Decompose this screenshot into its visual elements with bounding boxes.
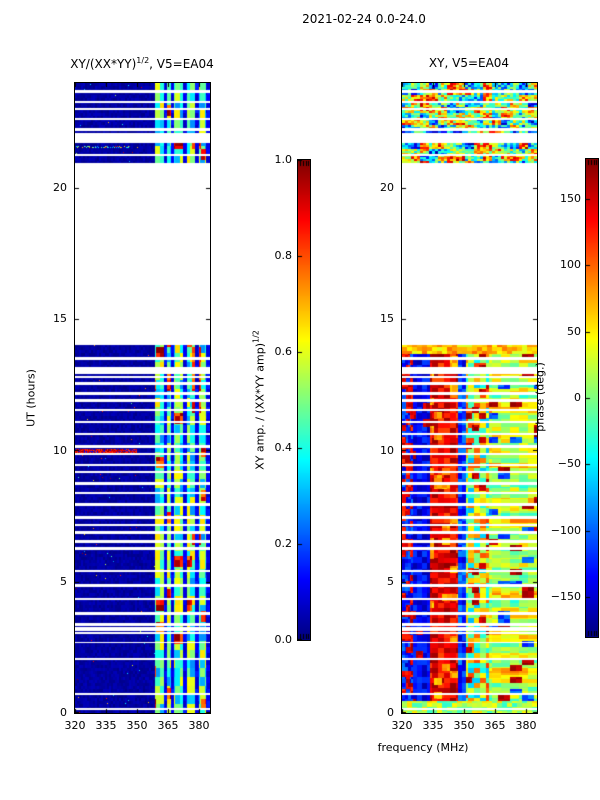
phase-colorbar-tick-label: −50 xyxy=(557,457,581,471)
amp-colorbar-tick-label: 0.8 xyxy=(274,249,293,262)
phase-colorbar-tick-label: −150 xyxy=(550,590,581,604)
left-y-tick-label: 10 xyxy=(53,443,67,457)
figure-title: 2021-02-24 0.0-24.0 xyxy=(302,12,426,26)
amp-colorbar-tick-label: 0.6 xyxy=(274,345,293,358)
right-y-tick-label: 5 xyxy=(387,574,394,588)
y-axis-label: UT (hours) xyxy=(24,369,38,427)
amp-colorbar-tick-label: 1.0 xyxy=(274,153,293,166)
right-y-tick-label: 20 xyxy=(380,181,394,194)
left-y-tick-label: 5 xyxy=(60,574,67,588)
left-y-tick-label: 0 xyxy=(60,706,67,719)
phase-colorbar-tick-label: 150 xyxy=(560,191,581,205)
left-x-tick-label: 380 xyxy=(188,719,210,732)
right-x-tick-label: 350 xyxy=(453,719,475,732)
left-panel-title: XY/(XX*YY)1/2, V5=EA04 xyxy=(70,56,214,71)
right-panel-title: XY, V5=EA04 xyxy=(428,56,510,70)
right-y-tick-label: 0 xyxy=(387,706,394,719)
x-axis-label: frequency (MHz) xyxy=(377,741,469,754)
right-x-tick-label: 380 xyxy=(515,719,537,732)
right-x-tick-label: 335 xyxy=(422,719,444,732)
right-x-tick-label: 320 xyxy=(391,719,413,732)
right-heatmap-canvas xyxy=(401,82,538,714)
left-x-tick-label: 335 xyxy=(95,719,117,732)
phase-colorbar-tick-label: 100 xyxy=(560,258,581,272)
left-title-rest: , V5=EA04 xyxy=(149,57,214,71)
phase-colorbar-tick-label: 50 xyxy=(567,324,581,338)
amp-colorbar-tick-label: 0.0 xyxy=(274,633,293,646)
phase-colorbar-canvas xyxy=(585,158,599,638)
amp-colorbar-tick-label: 0.2 xyxy=(274,537,293,550)
phase-colorbar-tick-label: 0 xyxy=(574,391,581,404)
left-y-tick-label: 15 xyxy=(53,312,67,326)
right-y-tick-label: 15 xyxy=(380,312,394,326)
left-title-base: XY/(XX*YY) xyxy=(70,57,137,71)
amplitude-colorbar-canvas xyxy=(297,159,311,641)
right-x-tick-label: 365 xyxy=(484,719,506,732)
left-heatmap-canvas xyxy=(74,82,211,714)
left-title-superscript: 1/2 xyxy=(136,56,150,65)
left-x-tick-label: 350 xyxy=(126,719,148,732)
left-y-tick-label: 20 xyxy=(53,181,67,194)
left-x-tick-label: 365 xyxy=(157,719,179,732)
amp-label-superscript: 1/2 xyxy=(251,330,261,343)
left-x-tick-label: 320 xyxy=(64,719,86,732)
right-y-tick-label: 10 xyxy=(380,443,394,457)
amp-colorbar-tick-label: 0.4 xyxy=(274,441,293,454)
phase-colorbar-tick-label: −100 xyxy=(550,523,581,537)
